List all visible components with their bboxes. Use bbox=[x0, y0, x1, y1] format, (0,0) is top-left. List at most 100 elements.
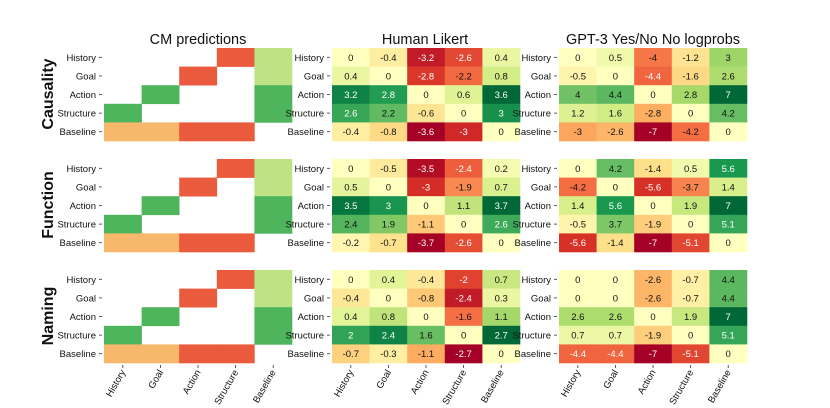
heatmap-cell bbox=[596, 48, 635, 67]
cell-value-label: -2.6 bbox=[455, 53, 471, 64]
cell-value-label: 0 bbox=[613, 293, 618, 304]
heatmap-cell bbox=[444, 159, 483, 178]
cell-value-label: 0 bbox=[386, 182, 391, 193]
cell-value-label: -2.4 bbox=[455, 293, 471, 304]
cell-value-label: -0.4 bbox=[343, 127, 359, 138]
cell-value-label: 3.5 bbox=[344, 201, 357, 212]
cell-value-label: -0.5 bbox=[380, 164, 396, 175]
heatmap-cell bbox=[407, 103, 446, 123]
heatmap-cell bbox=[671, 344, 710, 364]
cell-value-label: -3 bbox=[574, 127, 582, 138]
cell-value-label: -1.6 bbox=[682, 71, 698, 82]
cell-value-label: -5.6 bbox=[570, 238, 586, 249]
cell-value-label: 3.6 bbox=[495, 90, 508, 101]
cell-value-label: 0 bbox=[348, 53, 353, 64]
heatmap-cell bbox=[216, 122, 255, 142]
heatmap-cell bbox=[369, 233, 408, 253]
heatmap-cell bbox=[671, 103, 710, 123]
x-tick-label: Baseline bbox=[251, 368, 279, 405]
heatmap-cell bbox=[179, 122, 218, 142]
y-tick-label: Structure bbox=[57, 331, 96, 342]
heatmap-cell bbox=[559, 288, 597, 308]
cell-value-label: 3 bbox=[726, 53, 731, 64]
cell-value-label: 1.6 bbox=[609, 109, 622, 120]
heatmap-panel: 0 4.2 -1.4 0.5 5.6 -4.2 0 -5.6 -3.7 1.4 1.4 5.6 0 1.9… bbox=[512, 159, 748, 253]
heatmap-cell bbox=[407, 325, 446, 345]
cell-value-label: -3.7 bbox=[682, 182, 698, 193]
cell-value-label: 0.7 bbox=[495, 182, 508, 193]
cell-value-label: -1.4 bbox=[645, 164, 661, 175]
heatmap-cell bbox=[596, 214, 635, 234]
heatmap-cell bbox=[482, 66, 521, 86]
heatmap-cell bbox=[634, 103, 673, 123]
cell-value-label: 2.8 bbox=[684, 90, 697, 101]
cell-value-label: -1.1 bbox=[418, 220, 434, 231]
heatmap-cell bbox=[179, 177, 218, 197]
cell-value-label: 3.7 bbox=[495, 201, 508, 212]
heatmap-cell bbox=[407, 85, 446, 105]
heatmap-cell bbox=[634, 66, 673, 86]
heatmap-cell bbox=[634, 122, 673, 142]
x-tick-label: Action bbox=[181, 368, 204, 396]
x-tick-label: Action bbox=[636, 368, 659, 396]
cell-value-label: -7 bbox=[649, 349, 657, 360]
heatmap-cell bbox=[407, 177, 446, 197]
cell-value-label: 3.2 bbox=[344, 90, 357, 101]
y-tick-label: Goal bbox=[531, 71, 551, 82]
cell-value-label: 2.2 bbox=[382, 109, 395, 120]
heatmap-panel: History Goal Action Structure Baseline Histor… bbox=[57, 270, 293, 407]
cell-value-label: -4.4 bbox=[607, 349, 623, 360]
y-tick-label: Baseline bbox=[515, 238, 551, 249]
cell-value-label: 7 bbox=[726, 201, 731, 212]
cell-value-label: 0 bbox=[575, 53, 580, 64]
heatmap-panel: 0 -0.5 -3.5 -2.4 0.2 0.5 0 -3 -1.9 0.7 3.5 3 0 1.1 3.7… bbox=[285, 159, 521, 253]
heatmap-cell bbox=[332, 177, 370, 197]
heatmap-cell bbox=[369, 288, 408, 308]
heatmap-cell bbox=[254, 103, 293, 123]
heatmap-cell bbox=[634, 288, 673, 308]
y-tick-label: Goal bbox=[76, 71, 96, 82]
y-tick-label: Structure bbox=[285, 331, 324, 342]
cell-value-label: -0.7 bbox=[380, 238, 396, 249]
heatmap-cell bbox=[709, 177, 748, 197]
heatmap-cell bbox=[559, 307, 597, 327]
cell-value-label: 1.1 bbox=[457, 201, 470, 212]
y-tick-label: Action bbox=[298, 201, 324, 212]
cell-value-label: 0 bbox=[575, 275, 580, 286]
heatmap-cell bbox=[596, 66, 635, 86]
heatmap-panel: History Goal Action Structure Baseline bbox=[57, 159, 293, 253]
cell-value-label: -2 bbox=[459, 275, 467, 286]
cell-value-label: -2.6 bbox=[607, 127, 623, 138]
cell-value-label: 0.4 bbox=[382, 275, 395, 286]
cell-value-label: -2.8 bbox=[645, 109, 661, 120]
cell-value-label: 0 bbox=[461, 331, 466, 342]
y-tick-label: Action bbox=[525, 312, 551, 323]
heatmap-cell bbox=[444, 307, 483, 327]
heatmap-cell bbox=[332, 307, 370, 327]
heatmap-cell bbox=[709, 270, 748, 289]
heatmap-cell bbox=[559, 177, 597, 197]
cell-value-label: -0.3 bbox=[380, 349, 396, 360]
cell-value-label: 1.6 bbox=[419, 331, 432, 342]
cell-value-label: 0 bbox=[499, 238, 504, 249]
cell-value-label: -2.8 bbox=[418, 71, 434, 82]
cell-value-label: -4.4 bbox=[645, 71, 661, 82]
x-tick-label: Structure bbox=[212, 368, 241, 407]
cell-value-label: 0 bbox=[575, 293, 580, 304]
heatmap-cell bbox=[407, 270, 446, 289]
y-tick-label: Baseline bbox=[515, 127, 551, 138]
heatmap-cell bbox=[332, 325, 370, 345]
y-tick-label: Action bbox=[525, 201, 551, 212]
heatmap-cell bbox=[559, 233, 597, 253]
heatmap-cell bbox=[634, 233, 673, 253]
y-tick-label: Action bbox=[298, 312, 324, 323]
heatmap-cell bbox=[444, 196, 483, 216]
y-tick-label: History bbox=[294, 53, 324, 64]
heatmap-cell bbox=[254, 288, 293, 308]
heatmap-cell bbox=[444, 233, 483, 253]
heatmap-cell bbox=[444, 177, 483, 197]
heatmap-cell bbox=[407, 196, 446, 216]
cell-value-label: -0.7 bbox=[343, 349, 359, 360]
cell-value-label: -3 bbox=[422, 182, 430, 193]
heatmap-cell bbox=[482, 85, 521, 105]
